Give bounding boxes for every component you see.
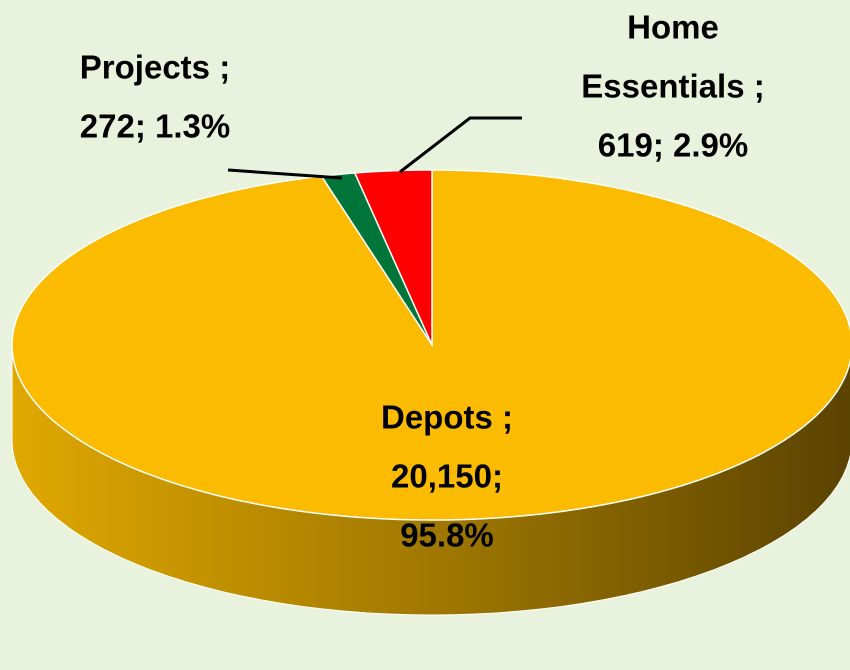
slice — [353, 169, 433, 346]
data-label: Essentials ; — [581, 68, 764, 105]
data-label: 272; 1.3% — [80, 108, 230, 145]
data-label: Depots ; — [381, 399, 513, 436]
data-label: Home — [627, 9, 719, 46]
slice — [11, 169, 850, 521]
data-label: 619; 2.9% — [598, 127, 748, 164]
data-label: Projects ; — [80, 49, 230, 86]
data-label: 95.8% — [400, 517, 494, 554]
leader-line — [227, 168, 343, 180]
leader-line — [399, 116, 522, 174]
data-label: 20,150; — [391, 458, 503, 495]
